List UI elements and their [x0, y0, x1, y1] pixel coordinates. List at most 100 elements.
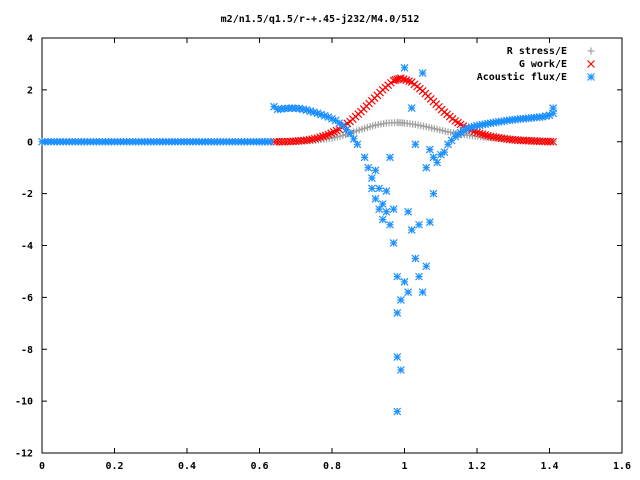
- data-point-interp: [420, 122, 428, 130]
- data-point-interp: [216, 137, 225, 146]
- data-point-interp: [369, 122, 377, 130]
- data-point-interp: [53, 137, 62, 146]
- data-point: [549, 104, 558, 112]
- y-tick-label: -2: [21, 189, 33, 200]
- legend-marker: [587, 73, 595, 81]
- data-point: [367, 184, 376, 193]
- data-point-interp: [511, 136, 519, 144]
- data-point: [393, 272, 402, 281]
- data-point: [429, 189, 438, 198]
- y-tick-label: -6: [21, 293, 33, 304]
- data-point: [415, 272, 423, 281]
- data-point-interp: [71, 137, 80, 146]
- data-point: [425, 145, 434, 154]
- data-point-interp: [321, 131, 330, 140]
- data-point-interp: [475, 129, 484, 138]
- data-point-interp: [328, 114, 336, 123]
- data-point-interp: [286, 137, 295, 146]
- data-point-interp: [277, 105, 286, 113]
- x-tick-label: 0.4: [178, 461, 196, 472]
- data-point-interp: [386, 78, 395, 87]
- data-point-interp: [535, 113, 544, 122]
- data-point: [396, 366, 405, 374]
- data-point: [400, 277, 409, 286]
- data-point-interp: [405, 77, 413, 86]
- data-point-interp: [332, 126, 341, 135]
- data-point-interp: [478, 130, 487, 139]
- data-point: [411, 254, 420, 263]
- y-tick-label: -10: [15, 397, 33, 408]
- data-point: [386, 220, 394, 229]
- data-point: [396, 296, 405, 304]
- axis-ticks: 0 0.2 0.4 0.6 0.8 1 1.2 1.4 1.6 -12 -10 -8 -6 -4 -2 0 2 4: [15, 34, 631, 473]
- data-point-interp: [441, 127, 449, 135]
- data-point-interp: [125, 137, 134, 146]
- data-point: [422, 163, 431, 172]
- x-tick-label: 0.6: [250, 461, 268, 472]
- data-point-interp: [489, 132, 498, 141]
- legend-entry-label: Acoustic flux/E: [477, 71, 567, 83]
- data-point-interp: [275, 137, 284, 146]
- data-point: [418, 288, 427, 297]
- data-point: [429, 153, 438, 162]
- data-point-interp: [399, 75, 408, 84]
- data-point: [415, 220, 423, 229]
- data-point-interp: [89, 137, 98, 146]
- x-tick-label: 1.4: [540, 461, 558, 472]
- y-tick-label: -4: [21, 241, 33, 252]
- data-point-interp: [430, 125, 438, 133]
- data-point-interp: [522, 136, 530, 145]
- x-tick-label: 1: [401, 461, 407, 472]
- x-tick-label: 0.8: [323, 461, 341, 472]
- data-point-interp: [107, 137, 116, 146]
- data-point-interp: [297, 136, 306, 145]
- y-tick-label: 0: [27, 137, 33, 148]
- data-point-interp: [358, 125, 366, 133]
- data-point: [404, 288, 413, 297]
- data-point-interp: [541, 112, 550, 120]
- data-point: [375, 205, 384, 214]
- data-marks: [38, 63, 558, 416]
- data-point: [440, 148, 449, 157]
- data-point-interp: [463, 131, 471, 139]
- data-point-interp: [284, 104, 293, 113]
- data-point: [382, 207, 391, 216]
- data-point: [393, 309, 402, 317]
- x-tick-label: 0.2: [105, 461, 123, 472]
- data-point-interp: [291, 104, 300, 113]
- y-tick-label: 4: [27, 34, 33, 45]
- data-point-interp: [532, 137, 541, 146]
- data-point-interp: [380, 120, 388, 128]
- data-point: [378, 200, 387, 208]
- data-point-interp: [180, 137, 188, 146]
- data-point: [418, 69, 427, 77]
- data-point-interp: [500, 134, 509, 143]
- data-point-interp: [234, 137, 243, 146]
- data-point: [378, 215, 387, 224]
- x-tick-label: 1.2: [468, 461, 486, 472]
- data-point: [367, 174, 376, 182]
- data-point: [411, 140, 420, 149]
- data-point: [433, 158, 442, 167]
- data-point-interp: [316, 133, 325, 142]
- data-point: [389, 238, 398, 247]
- data-point: [404, 207, 413, 216]
- data-point: [360, 153, 369, 162]
- data-point-interp: [319, 132, 327, 141]
- legend-marker: [587, 60, 595, 68]
- data-point-interp: [263, 137, 272, 146]
- data-point: [375, 184, 384, 193]
- data-point-interp: [299, 105, 307, 114]
- data-point: [364, 163, 373, 172]
- x-tick-label: 1.6: [613, 461, 631, 472]
- series-3: [38, 63, 558, 416]
- data-point: [371, 166, 380, 175]
- data-point: [382, 187, 391, 195]
- data-point: [425, 218, 434, 227]
- y-tick-label: -8: [21, 345, 33, 356]
- y-tick-label: -12: [15, 449, 33, 460]
- data-point-interp: [448, 114, 457, 123]
